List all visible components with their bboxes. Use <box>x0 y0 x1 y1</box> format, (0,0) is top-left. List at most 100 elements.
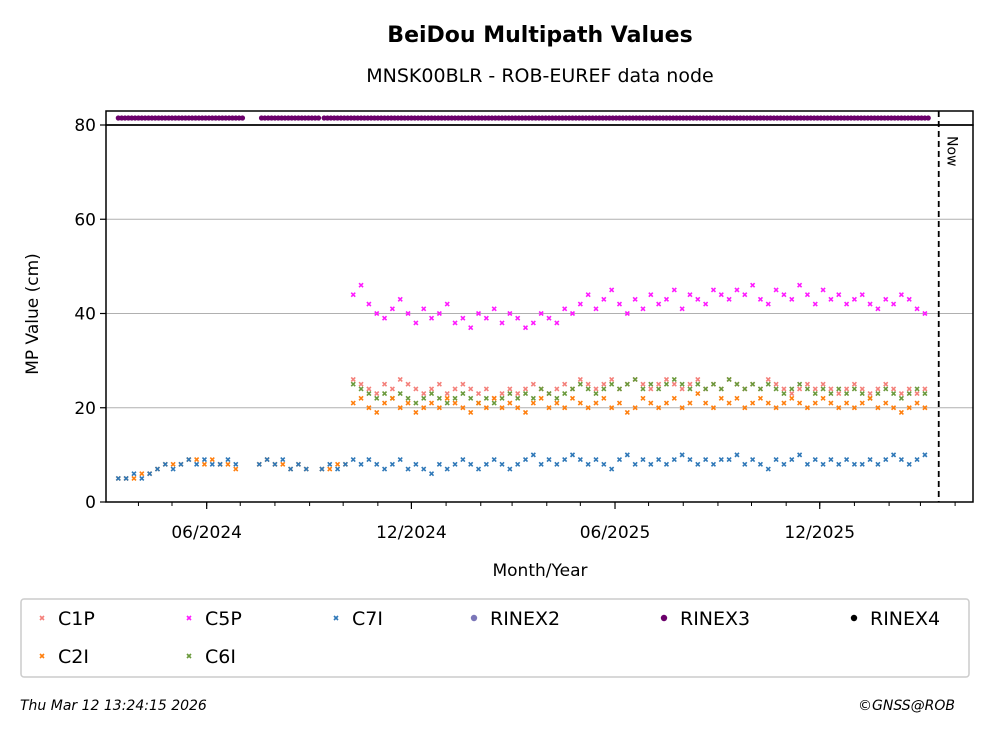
point-c7i <box>812 457 818 463</box>
point-c7i <box>115 475 121 482</box>
point-c7i <box>773 457 779 463</box>
point-c1p <box>452 386 458 392</box>
point-c1p <box>663 376 670 383</box>
point-c2i <box>836 405 842 411</box>
point-c2i <box>883 400 889 406</box>
point-c6i <box>569 386 576 392</box>
point-c7i <box>460 457 466 463</box>
point-c1p <box>350 376 356 383</box>
point-c5p <box>515 315 521 321</box>
point-c7i <box>162 461 168 467</box>
point-c1p <box>397 376 403 383</box>
legend-label: C5P <box>205 608 242 630</box>
point-c7i <box>632 461 638 467</box>
point-c5p <box>663 296 670 302</box>
point-c7i <box>891 452 897 458</box>
point-c7i <box>922 452 928 458</box>
point-c5p <box>851 296 857 302</box>
point-c7i <box>389 461 395 467</box>
point-c2i <box>914 400 920 406</box>
series-c2i <box>115 391 928 482</box>
point-c5p <box>507 310 513 317</box>
point-c7i <box>178 461 184 467</box>
point-c2i <box>460 405 466 411</box>
point-c2i <box>703 400 709 406</box>
point-c2i <box>366 405 372 411</box>
point-c2i <box>483 405 489 411</box>
point-c6i <box>891 391 897 397</box>
availability-strip <box>115 115 931 121</box>
point-c5p <box>593 306 599 312</box>
point-c1p <box>828 386 834 392</box>
point-c5p <box>922 310 928 317</box>
point-c2i <box>491 395 497 401</box>
point-c6i <box>444 400 450 406</box>
point-c5p <box>381 315 388 321</box>
point-c7i <box>366 457 372 463</box>
point-c6i <box>405 395 411 401</box>
point-c2i <box>867 395 873 401</box>
point-c6i <box>734 381 740 387</box>
point-c7i <box>452 461 458 467</box>
point-c6i <box>695 381 701 387</box>
point-c5p <box>640 306 646 312</box>
point-c7i <box>562 457 568 463</box>
point-c1p <box>648 386 654 392</box>
point-c6i <box>914 386 920 392</box>
point-c2i <box>922 405 928 411</box>
point-c1p <box>922 386 928 392</box>
point-c1p <box>844 386 850 392</box>
point-c6i <box>671 376 677 383</box>
point-c1p <box>851 381 857 387</box>
point-c1p <box>530 381 536 387</box>
point-c7i <box>601 461 607 467</box>
point-c2i <box>679 405 685 411</box>
point-c7i <box>374 461 380 467</box>
point-c5p <box>804 292 810 298</box>
point-c7i <box>781 461 787 467</box>
point-c7i <box>648 461 654 467</box>
point-c7i <box>295 461 301 467</box>
x-tick-label: 12/2024 <box>376 523 447 543</box>
x-tick-label: 12/2025 <box>784 523 855 543</box>
x-tick-label: 06/2025 <box>580 523 651 543</box>
point-c6i <box>507 391 513 397</box>
point-c6i <box>750 381 756 387</box>
point-c7i <box>906 461 912 467</box>
point-c6i <box>687 386 693 392</box>
point-c7i <box>515 461 521 467</box>
point-c1p <box>460 381 466 387</box>
point-c7i <box>867 457 873 463</box>
point-c2i <box>350 400 356 406</box>
legend-item-c6i: C6I <box>186 646 236 668</box>
point-c6i <box>679 381 685 387</box>
point-c6i <box>898 395 904 401</box>
point-c7i <box>342 461 348 467</box>
point-c7i <box>475 466 482 472</box>
point-c6i <box>718 386 724 392</box>
point-c6i <box>397 391 403 397</box>
point-c2i <box>405 400 411 406</box>
point-c7i <box>147 471 153 477</box>
point-c6i <box>421 395 427 401</box>
legend-item-rinex2: RINEX2 <box>470 608 560 630</box>
x-axis-label: Month/Year <box>492 561 587 581</box>
point-c7i <box>499 461 505 467</box>
point-c2i <box>601 395 607 401</box>
point-c7i <box>624 452 630 458</box>
point-c5p <box>898 292 904 298</box>
point-c2i <box>327 466 333 472</box>
point-c2i <box>280 461 286 467</box>
point-c1p <box>820 381 826 387</box>
point-c7i <box>875 461 881 467</box>
point-c7i <box>139 475 145 482</box>
point-c5p <box>679 306 685 312</box>
point-c1p <box>679 386 685 392</box>
point-c6i <box>624 381 630 387</box>
point-c1p <box>468 386 474 392</box>
point-c7i <box>217 461 223 467</box>
point-c2i <box>507 400 513 406</box>
axes: 0 20 40 60 80 06/2024 12/2024 06/2025 12/2025 <box>74 116 956 543</box>
now-label: Now <box>944 136 960 167</box>
point-c1p <box>475 391 482 397</box>
